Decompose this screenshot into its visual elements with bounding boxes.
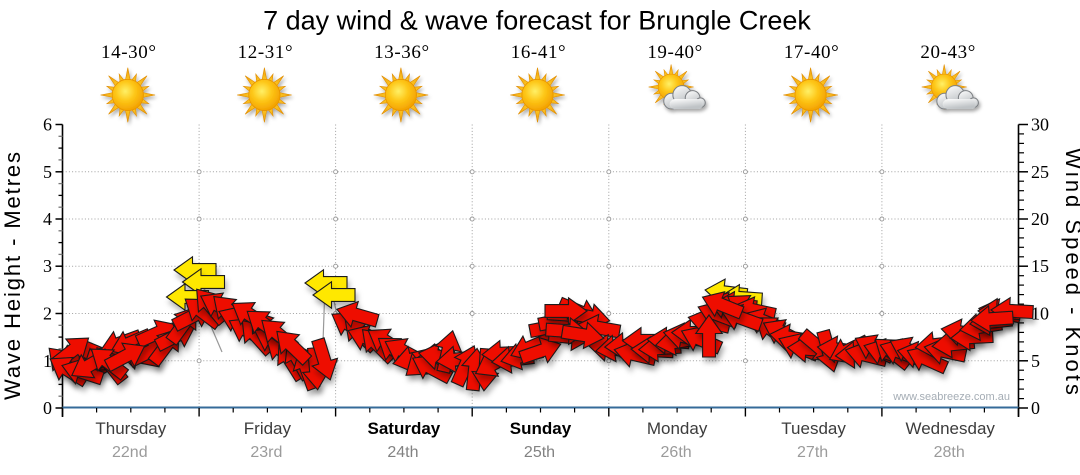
svg-text:Friday: Friday bbox=[244, 419, 292, 438]
svg-text:5: 5 bbox=[1031, 351, 1040, 371]
svg-text:27th: 27th bbox=[797, 444, 828, 461]
svg-text:24th: 24th bbox=[387, 444, 418, 461]
svg-text:5: 5 bbox=[43, 162, 52, 182]
svg-text:15: 15 bbox=[1031, 256, 1049, 276]
svg-text:4: 4 bbox=[43, 209, 52, 229]
svg-text:Thursday: Thursday bbox=[95, 419, 166, 438]
svg-text:23rd: 23rd bbox=[250, 444, 282, 461]
svg-text:7 day wind & wave forecast for: 7 day wind & wave forecast for Brungle C… bbox=[263, 6, 811, 36]
svg-text:Tuesday: Tuesday bbox=[781, 419, 846, 438]
svg-text:16-41°: 16-41° bbox=[511, 42, 567, 63]
svg-text:Wave Height - Metres: Wave Height - Metres bbox=[0, 150, 25, 400]
svg-text:30: 30 bbox=[1031, 115, 1049, 135]
svg-text:28th: 28th bbox=[934, 444, 965, 461]
svg-text:25th: 25th bbox=[524, 444, 555, 461]
svg-text:26th: 26th bbox=[661, 444, 692, 461]
svg-text:20-43°: 20-43° bbox=[920, 42, 976, 63]
svg-text:0: 0 bbox=[1031, 398, 1040, 418]
svg-text:10: 10 bbox=[1031, 304, 1049, 324]
svg-text:Saturday: Saturday bbox=[368, 419, 441, 438]
svg-text:14-30°: 14-30° bbox=[101, 42, 157, 63]
svg-text:19-40°: 19-40° bbox=[647, 42, 703, 63]
svg-text:17-40°: 17-40° bbox=[784, 42, 840, 63]
svg-text:12-31°: 12-31° bbox=[238, 42, 294, 63]
svg-text:1: 1 bbox=[43, 351, 52, 371]
svg-text:25: 25 bbox=[1031, 162, 1049, 182]
svg-text:3: 3 bbox=[43, 256, 52, 276]
svg-text:Wind Speed - Knots: Wind Speed - Knots bbox=[1061, 148, 1080, 398]
svg-text:2: 2 bbox=[43, 304, 52, 324]
svg-text:22nd: 22nd bbox=[112, 444, 148, 461]
svg-text:13-36°: 13-36° bbox=[374, 42, 430, 63]
svg-text:20: 20 bbox=[1031, 209, 1049, 229]
svg-text:6: 6 bbox=[43, 115, 52, 135]
svg-text:0: 0 bbox=[43, 398, 52, 418]
svg-text:Wednesday: Wednesday bbox=[905, 419, 995, 438]
svg-text:Monday: Monday bbox=[647, 419, 708, 438]
svg-text:Sunday: Sunday bbox=[510, 419, 572, 438]
svg-text:www.seabreeze.com.au: www.seabreeze.com.au bbox=[892, 391, 1010, 403]
